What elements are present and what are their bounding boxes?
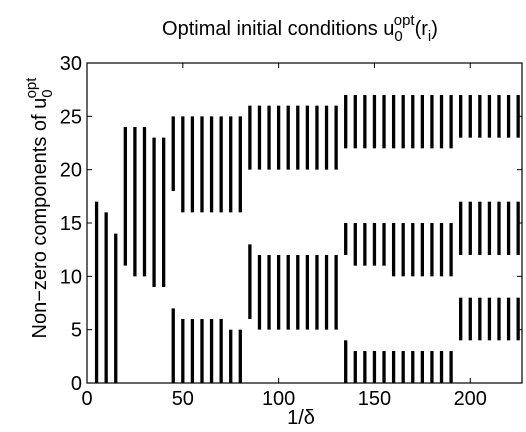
y-axis-label-sub: 0 [39, 89, 56, 97]
chart-title-suffix-sub: i [428, 28, 431, 45]
y-tick-label: 10 [60, 266, 82, 288]
chart-title-prefix: Optimal initial conditions u [162, 18, 394, 40]
x-tick-label: 150 [358, 388, 391, 410]
chart-title: Optimal initial conditions u0opt(ri) [162, 12, 438, 45]
x-tick-label: 50 [172, 388, 194, 410]
x-tick-label: 100 [262, 388, 295, 410]
y-tick-label: 5 [71, 320, 82, 342]
y-axis-label-sup: opt [23, 77, 40, 99]
x-axis-label: 1/δ [287, 407, 315, 429]
x-tick-label: 0 [81, 388, 92, 410]
y-axis-label-prefix: Non−zero components of u [29, 98, 51, 339]
chart-title-sub: 0 [394, 28, 402, 45]
y-tick-label: 0 [71, 373, 82, 395]
chart-title-sup: opt [394, 12, 416, 29]
chart-title-suffix-close: ) [431, 18, 438, 40]
y-axis-label: Non−zero components of u0opt [23, 77, 56, 339]
x-tick-label: 200 [454, 388, 487, 410]
y-tick-label: 15 [60, 213, 82, 235]
plot-area-frame [86, 62, 523, 384]
y-tick-label: 25 [60, 106, 82, 128]
axis-tick-labels: 0 50 100 150 200 0 5 10 15 20 25 30 [60, 53, 487, 410]
y-tick-label: 30 [60, 53, 82, 75]
axis-ticks [86, 62, 522, 384]
chart-title-suffix-open: (r [415, 18, 429, 40]
y-tick-label: 20 [60, 160, 82, 182]
range-segments [94, 95, 520, 383]
